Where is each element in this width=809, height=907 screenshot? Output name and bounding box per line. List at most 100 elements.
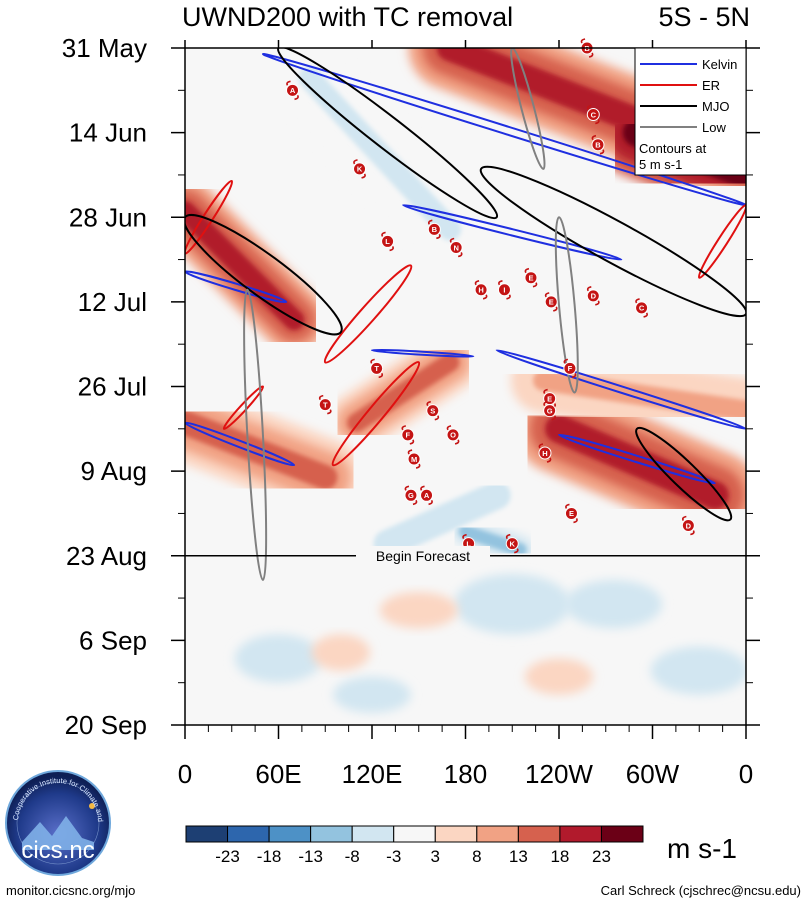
- tc-marker-letter-26: E: [569, 509, 574, 518]
- x-tick-label-3: 180: [444, 759, 487, 789]
- tc-marker-letter-15: T: [374, 364, 379, 373]
- anomaly-band-7-layer-2: [298, 67, 462, 241]
- forecast-patch-6: [524, 658, 594, 695]
- tc-marker-letter-23: M: [411, 455, 417, 464]
- y-tick-label-2: 28 Jun: [69, 202, 147, 232]
- colorbar-label-5: 3: [431, 847, 440, 866]
- tc-marker-1: A: [286, 80, 300, 101]
- tc-marker-letter-14: F: [568, 364, 573, 373]
- tc-marker-letter-24: G: [408, 491, 414, 500]
- colorbar-swatch-1: [227, 825, 270, 843]
- footer-url[interactable]: monitor.cicsnc.org/mjo: [6, 883, 136, 898]
- tc-marker-15: T: [370, 358, 384, 379]
- forecast-field: [234, 573, 746, 713]
- tc-marker-7: N: [449, 237, 463, 258]
- x-tick-label-0: 0: [178, 759, 192, 789]
- tc-marker-14: F: [563, 358, 577, 379]
- tc-marker-24: G: [404, 485, 418, 506]
- tc-marker-4: K: [353, 159, 367, 179]
- tc-marker-letter-5: B: [432, 225, 438, 234]
- colorbar-label-8: 18: [550, 847, 569, 866]
- contour-low-18: [554, 216, 579, 394]
- colorbar-swatch-6: [434, 825, 478, 843]
- contour-kelvin-0: [261, 52, 746, 207]
- colorbar-swatch-9: [559, 825, 602, 843]
- tc-marker-letter-4: K: [357, 165, 363, 174]
- tc-marker-3: B: [591, 134, 605, 155]
- tc-marker-letter-1: A: [290, 86, 296, 95]
- tc-marker-letter-19: S: [430, 406, 435, 415]
- anomaly-band-4-layer-2: [185, 410, 338, 490]
- contour-low-16: [243, 288, 268, 581]
- tc-marker-9: H: [474, 280, 488, 300]
- tc-marker-letter-21: O: [450, 431, 456, 440]
- tc-marker-20: F: [401, 425, 415, 445]
- forecast-patch-0: [453, 573, 571, 635]
- forecast-patch-1: [379, 592, 458, 629]
- tc-marker-23: M: [407, 449, 421, 469]
- tc-marker-21: O: [446, 425, 460, 445]
- colorbar-swatch-2: [268, 825, 312, 843]
- forecast-patch-3: [234, 634, 323, 683]
- chart-subtitle: 5S - 5N: [658, 2, 750, 32]
- colorbar-label-3: -8: [345, 847, 360, 866]
- colorbar-swatch-10: [600, 825, 644, 843]
- contour-low-17: [510, 48, 546, 170]
- tc-marker-11: E: [544, 292, 558, 312]
- tc-marker-6: L: [381, 231, 395, 252]
- y-tick-label-5: 9 Aug: [80, 456, 147, 486]
- forecast-patch-7: [311, 634, 371, 671]
- tc-marker-letter-28: L: [466, 539, 471, 548]
- colorbar-label-7: 13: [509, 847, 528, 866]
- tc-marker-letter-6: L: [385, 237, 390, 246]
- forecast-patch-2: [564, 579, 663, 629]
- colorbar-swatch-5: [393, 825, 436, 843]
- contour-kelvin-1: [402, 203, 623, 261]
- legend-note-line1: Contours at: [639, 141, 707, 156]
- colorbar-swatch-7: [476, 825, 519, 843]
- tc-marker-letter-3: B: [595, 141, 601, 150]
- legend-label-mjo: MJO: [702, 99, 729, 114]
- x-tick-label-2: 120E: [342, 759, 403, 789]
- logo-text: cics.nc: [21, 837, 94, 864]
- tc-marker-letter-18: T: [323, 400, 328, 409]
- y-tick-label-1: 14 Jun: [69, 118, 147, 148]
- tc-marker-letter-10: I: [503, 286, 505, 295]
- anomaly-band-8-layer-2: [373, 481, 511, 555]
- tc-marker-29: K: [505, 533, 519, 554]
- legend-label-er: ER: [702, 78, 720, 93]
- y-tick-label-6: 23 Aug: [66, 541, 147, 571]
- contour-kelvin-5: [557, 433, 716, 485]
- tc-marker-5: B: [427, 219, 441, 240]
- contour-mjo-13: [479, 165, 746, 318]
- tc-marker-12: D: [586, 286, 600, 306]
- contour-er-11: [697, 204, 746, 279]
- y-tick-label-8: 20 Sep: [65, 710, 147, 740]
- legend-box: [634, 47, 747, 176]
- y-tick-label-7: 6 Sep: [79, 625, 147, 655]
- tc-marker-letter-9: H: [478, 286, 483, 295]
- colorbar-label-0: -23: [215, 847, 240, 866]
- legend: Kelvin ER MJO Low Contours at 5 m s-1: [634, 47, 747, 176]
- legend-label-kelvin: Kelvin: [702, 57, 737, 72]
- tc-marker-27: D: [681, 515, 695, 536]
- chart-title: UWND200 with TC removal: [182, 2, 513, 32]
- contour-er-8: [323, 264, 413, 364]
- y-tick-label-4: 26 Jul: [78, 372, 147, 402]
- legend-note-line2: 5 m s-1: [639, 157, 682, 172]
- colorbar-swatch-4: [351, 825, 395, 843]
- tc-marker-letter-16: E: [547, 394, 552, 403]
- tc-marker-letter-7: N: [453, 243, 458, 252]
- colorbar-label-2: -13: [298, 847, 323, 866]
- colorbar-swatch-0: [185, 825, 229, 843]
- tc-marker-letter-29: K: [510, 539, 516, 548]
- contour-er-9: [331, 361, 421, 467]
- tc-marker-letter-11: E: [549, 298, 554, 307]
- tc-marker-26: E: [564, 503, 578, 524]
- forecast-patch-5: [333, 676, 411, 713]
- contour-mjo-15: [635, 426, 733, 522]
- x-tick-label-1: 60E: [255, 759, 301, 789]
- forecast-label: Begin Forecast: [376, 548, 470, 564]
- x-tick-label-5: 60W: [626, 759, 680, 789]
